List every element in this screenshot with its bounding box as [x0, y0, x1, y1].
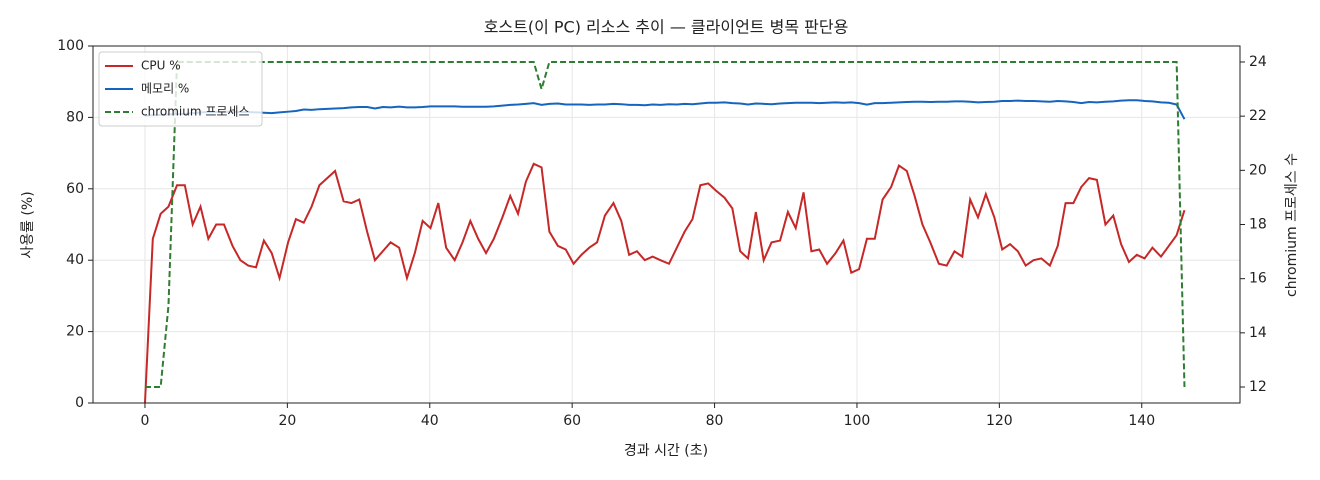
legend-label: chromium 프로세스 [141, 105, 250, 119]
x-tick-label: 140 [1128, 413, 1155, 429]
y2-tick-label: 14 [1249, 325, 1267, 341]
x-axis-label: 경과 시간 (초) [624, 443, 708, 459]
x-tick-label: 40 [421, 413, 439, 429]
x-tick-label: 100 [844, 413, 871, 429]
y2-tick-label: 24 [1249, 54, 1267, 70]
x-tick-label: 60 [563, 413, 581, 429]
series-line [143, 162, 1186, 404]
y-tick-label: 0 [75, 395, 84, 411]
y-tick-label: 60 [66, 181, 84, 197]
y-tick-label: 40 [66, 252, 84, 268]
y-tick-label: 80 [66, 109, 84, 125]
y2-tick-label: 16 [1249, 271, 1267, 287]
legend-box [98, 51, 263, 127]
y-tick-label: 100 [57, 38, 84, 54]
y2-tick-label: 18 [1249, 217, 1267, 233]
series-line [144, 60, 1186, 389]
x-tick-label: 120 [986, 413, 1013, 429]
legend-label: CPU % [141, 59, 181, 73]
x-tick-label: 80 [706, 413, 724, 429]
legend-label: 메모리 % [141, 82, 189, 96]
y2-axis-label: chromium 프로세스 수 [1284, 153, 1300, 297]
series-line [144, 99, 1186, 120]
y2-tick-label: 12 [1249, 379, 1267, 395]
x-tick-label: 0 [141, 413, 150, 429]
x-tick-label: 20 [278, 413, 296, 429]
y-axis-label: 사용률 (%) [20, 191, 36, 258]
y2-tick-label: 22 [1249, 108, 1267, 124]
y-tick-label: 20 [66, 324, 84, 340]
plot-frame [92, 45, 1241, 404]
chart-title: 호스트(이 PC) 리소스 추이 — 클라이언트 병목 판단용 [484, 18, 849, 37]
y2-tick-label: 20 [1249, 162, 1267, 178]
